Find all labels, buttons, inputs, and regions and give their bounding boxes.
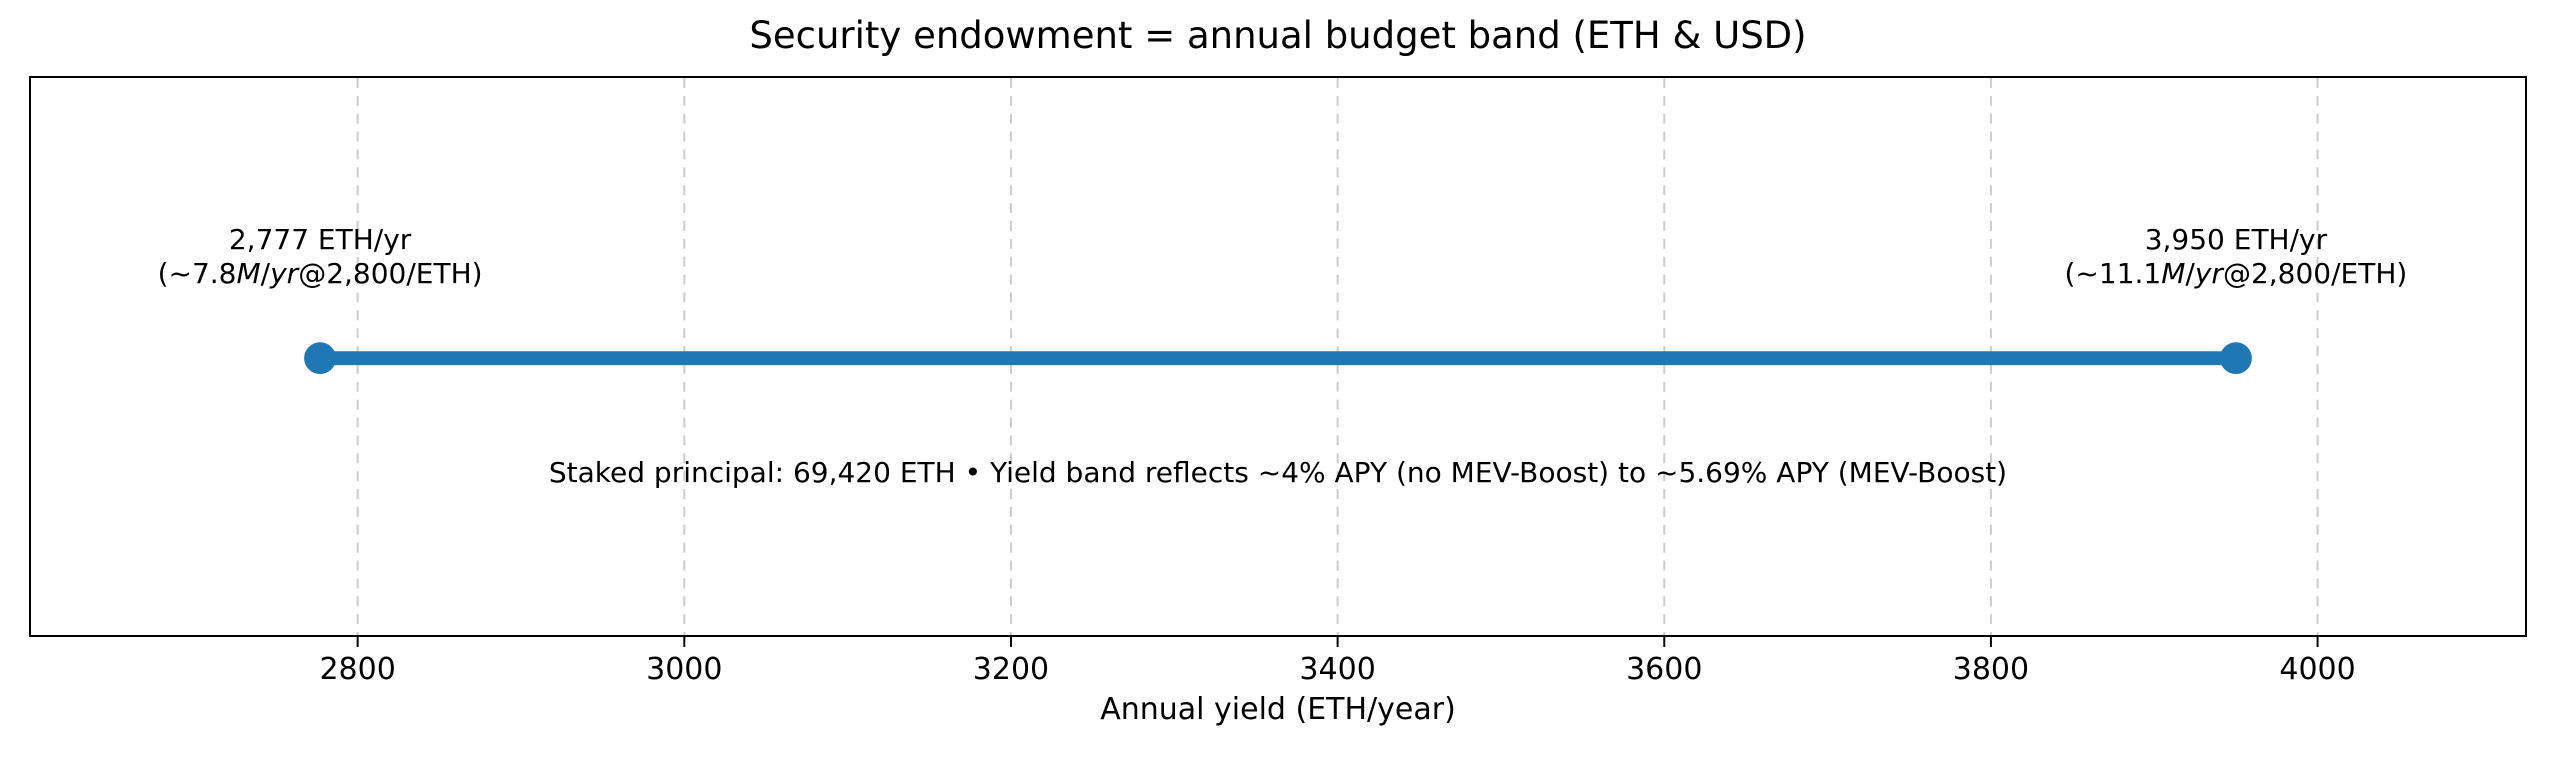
plot-area: 2,777 ETH/yr (~7.8M/yr@2,800/ETH) 3,950 … [29,76,2527,727]
x-tick-label: 3200 [972,652,1050,687]
annotation-high-line1: 3,950 ETH/yr [2144,223,2328,256]
staked-principal-note: Staked principal: 69,420 ETH • Yield ban… [548,456,2008,489]
band-endpoint-low [304,342,337,375]
annotation-low-line2: (~7.8M/yr@2,800/ETH) [157,257,483,290]
x-tick-label: 3600 [1626,652,1703,687]
annotation-high-endpoint: 3,950 ETH/yr (~11.1M/yr@2,800/ETH) [2065,223,2408,291]
annotation-high-line2: (~11.1M/yr@2,800/ETH) [2064,257,2408,290]
x-tick-label: 4000 [2279,652,2356,687]
plot-canvas [304,78,2319,647]
annotation-low-endpoint: 2,777 ETH/yr (~7.8M/yr@2,800/ETH) [158,223,483,291]
x-axis-label: Annual yield (ETH/year) [1100,692,1456,727]
x-tick-label: 2800 [319,652,396,687]
x-tick-label: 3000 [646,652,723,687]
band-endpoint-high [2219,342,2252,375]
annotation-low-line1: 2,777 ETH/yr [228,223,412,256]
x-tick-label: 3800 [1952,652,2030,687]
x-tick-label: 3400 [1299,652,1376,687]
chart-title: Security endowment = annual budget band … [749,14,1807,57]
